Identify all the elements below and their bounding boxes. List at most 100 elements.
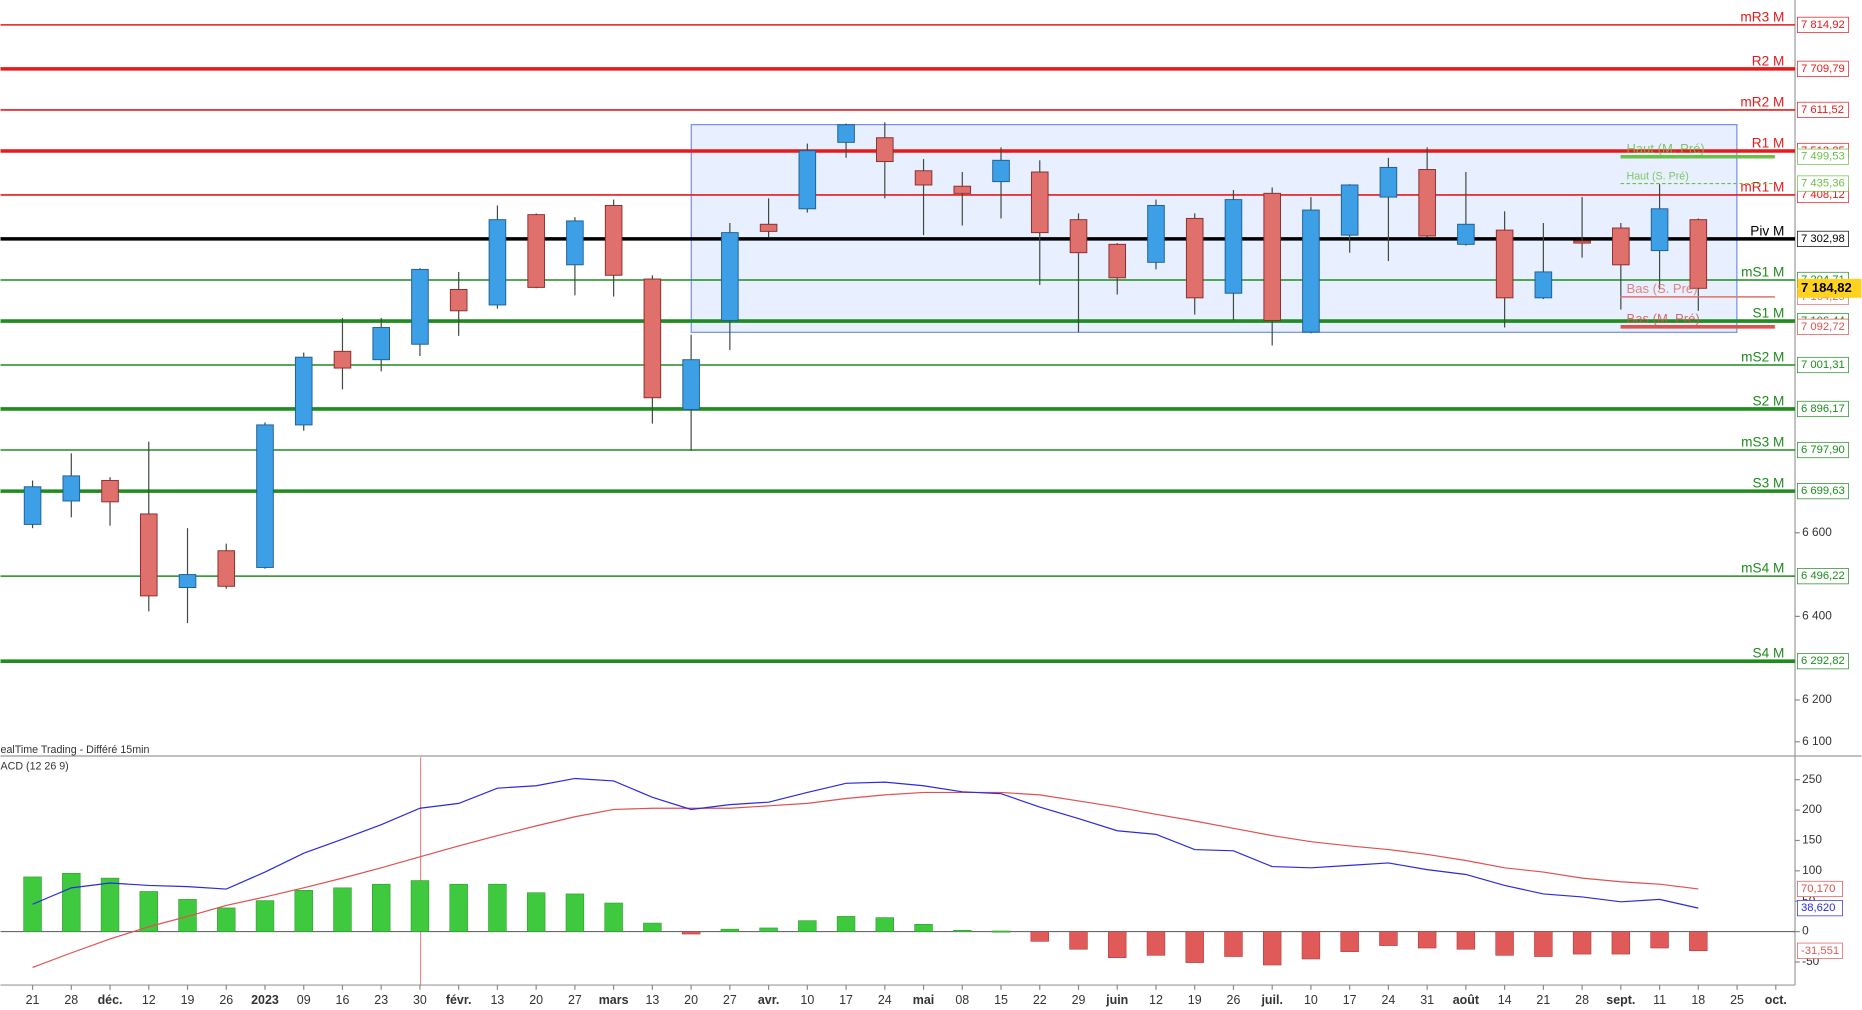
candle-body <box>449 289 468 312</box>
x-tick-label: 17 <box>839 993 853 1007</box>
x-tick-label: mai <box>913 993 934 1007</box>
histogram-bar <box>1650 931 1669 949</box>
axis-value-label: 6 896,17 <box>1801 403 1845 415</box>
x-tick-label: févr. <box>446 993 472 1007</box>
x-tick-label: juin <box>1105 993 1128 1007</box>
pivot-name: R1 M <box>1752 135 1785 150</box>
value-label: 70,170 <box>1801 883 1835 895</box>
x-tick-label: 19 <box>1188 993 1202 1007</box>
pivot-name: mS1 M <box>1741 264 1784 279</box>
last-price-box <box>1797 278 1862 298</box>
axis-value-label: 7 408,12 <box>1801 189 1845 201</box>
x-tick-label: 28 <box>64 993 78 1007</box>
histogram-bar <box>1069 931 1088 950</box>
x-tick-label: 09 <box>297 993 311 1007</box>
x-tick-label: 15 <box>994 993 1008 1007</box>
y-tick-label: 6 400 <box>1802 609 1832 623</box>
source-label: ealTime Trading - Différé 15min <box>1 744 150 756</box>
candle-body <box>256 424 274 568</box>
x-tick-label: 23 <box>374 993 388 1007</box>
x-tick-label: 20 <box>529 993 543 1007</box>
x-tick-label: juil. <box>1260 993 1282 1007</box>
axis-value-label: 7 092,72 <box>1801 321 1845 333</box>
axis-label-box <box>1797 568 1849 585</box>
x-tick-label: 19 <box>181 993 195 1007</box>
y-tick-label: 100 <box>1802 863 1822 877</box>
candle-body <box>643 278 662 399</box>
candle-body <box>604 204 623 276</box>
histogram-bar <box>914 924 933 932</box>
axis-label-box <box>1797 16 1849 33</box>
axis-label-box <box>1797 942 1843 959</box>
candle-body <box>798 150 817 210</box>
axis-label-box <box>1797 175 1849 192</box>
x-tick-label: 08 <box>955 993 969 1007</box>
histogram-bar <box>1108 931 1127 959</box>
macd-title: ACD (12 26 9) <box>1 761 69 773</box>
candle-body <box>1534 271 1553 299</box>
histogram-bar <box>1379 931 1398 946</box>
candle-body <box>1340 184 1359 236</box>
candle-body <box>1108 243 1127 279</box>
x-tick-label: 26 <box>219 993 233 1007</box>
axis-value-label: 7 001,31 <box>1801 359 1845 371</box>
candle-body <box>566 220 584 266</box>
histogram-bar <box>449 883 468 932</box>
x-tick-label: 11 <box>1653 993 1666 1007</box>
axis-value-label: 7 302,98 <box>1801 233 1845 245</box>
x-tick-label: 31 <box>1420 993 1434 1007</box>
x-tick-label: 21 <box>26 993 40 1007</box>
candle-body <box>1650 208 1669 252</box>
axis-label-box <box>1797 483 1849 500</box>
histogram-bar <box>836 916 856 932</box>
x-tick-label: 13 <box>645 993 659 1007</box>
candle-body <box>1224 199 1243 294</box>
histogram-bar <box>1417 931 1437 949</box>
histogram-bar <box>139 891 158 932</box>
candle-body <box>1495 229 1514 299</box>
pivot-name: S2 M <box>1753 393 1785 408</box>
histogram-bar <box>1262 931 1282 966</box>
histogram-bar <box>1224 931 1243 957</box>
candle-body <box>178 574 197 588</box>
candle-body <box>217 550 236 587</box>
axis-label-box <box>1797 900 1843 917</box>
y-tick-label: 150 <box>1802 833 1822 847</box>
candle-body <box>411 268 429 345</box>
axis-value-label: 7 814,92 <box>1801 19 1845 31</box>
range-zone <box>690 124 1738 333</box>
histogram-bar <box>759 927 778 932</box>
histogram-bar <box>372 883 391 932</box>
x-tick-label: 24 <box>1381 993 1395 1007</box>
histogram-bar <box>1030 931 1049 942</box>
histogram-bar <box>217 907 236 932</box>
x-tick-label: 21 <box>1536 993 1550 1007</box>
candle-body <box>1069 219 1088 254</box>
x-tick-label: avr. <box>758 993 779 1007</box>
value-label: 38,620 <box>1801 902 1835 914</box>
histogram-bar <box>1611 931 1631 955</box>
histogram-bar <box>333 887 352 932</box>
x-tick-label: 2023 <box>251 993 279 1007</box>
x-tick-label: 18 <box>1691 993 1705 1007</box>
histogram-bar <box>1340 931 1359 952</box>
candle-body <box>1573 240 1591 244</box>
axis-value-label: 6 797,90 <box>1801 444 1845 456</box>
candle-body <box>23 486 42 525</box>
axis-label-box <box>1797 880 1843 898</box>
candle-body <box>837 124 855 143</box>
x-tick-label: 22 <box>1033 993 1047 1007</box>
histogram-bar <box>526 892 546 932</box>
pivot-name: Piv M <box>1750 223 1784 238</box>
histogram-bar <box>681 931 701 935</box>
histogram-bar <box>1456 931 1476 950</box>
x-tick-label: 13 <box>490 993 504 1007</box>
candle-body <box>1418 169 1436 237</box>
candle-body <box>992 159 1010 183</box>
x-tick-label: 17 <box>1343 993 1357 1007</box>
x-tick-label: oct. <box>1765 993 1787 1007</box>
pivot-name: mR2 M <box>1740 94 1784 109</box>
pivot-name: mS4 M <box>1741 561 1784 576</box>
axis-value-label: 7 709,79 <box>1801 63 1845 75</box>
